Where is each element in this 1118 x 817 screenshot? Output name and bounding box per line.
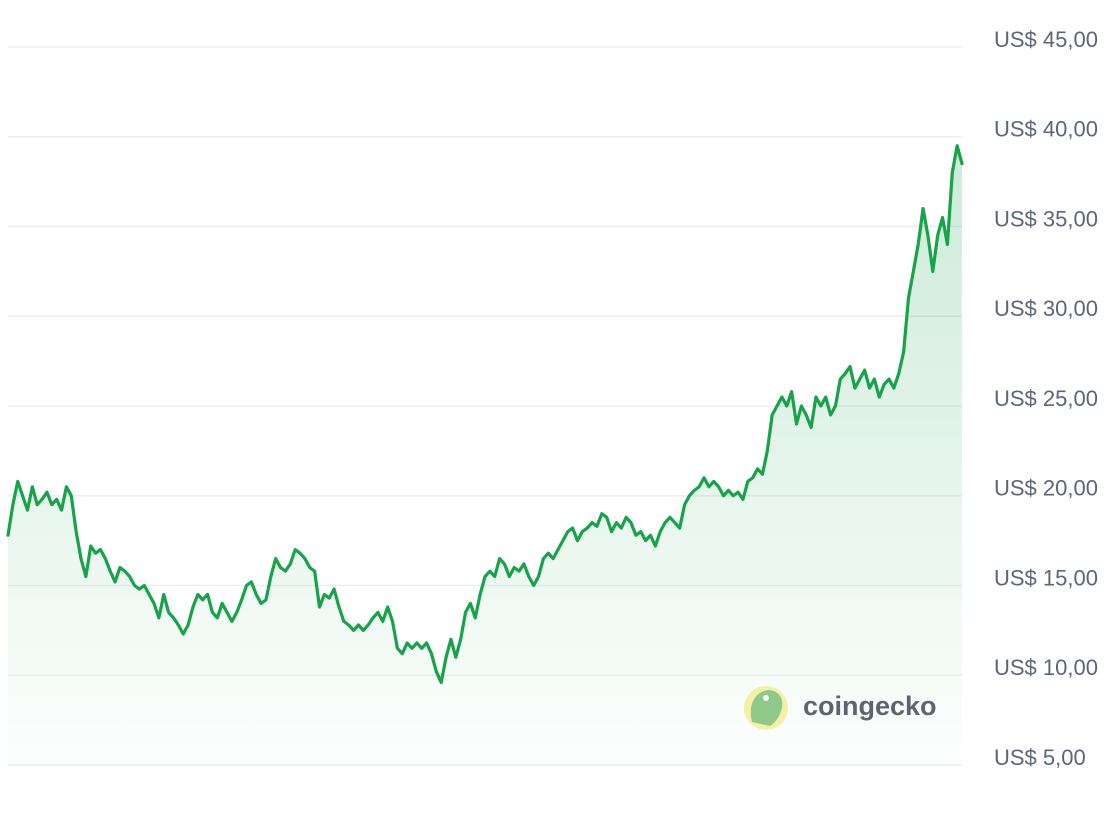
y-tick-label: US$ 40,00 [994,117,1098,142]
price-line [6,144,964,685]
y-tick-label: US$ 30,00 [994,296,1098,321]
plot [6,144,964,766]
y-tick-label: US$ 10,00 [994,655,1098,680]
watermark-text: coingecko [803,691,937,721]
logo-eye [763,695,769,701]
logo-gecko [750,690,783,726]
y-tick-label: US$ 20,00 [994,476,1098,501]
y-tick-label: US$ 45,00 [994,27,1098,52]
y-tick-label: US$ 5,00 [994,745,1086,770]
area [8,145,962,766]
y-tick-label: US$ 35,00 [994,206,1098,231]
watermark: coingecko [744,686,937,730]
y-tick-label: US$ 15,00 [994,565,1098,590]
y-tick-label: US$ 25,00 [994,386,1098,411]
